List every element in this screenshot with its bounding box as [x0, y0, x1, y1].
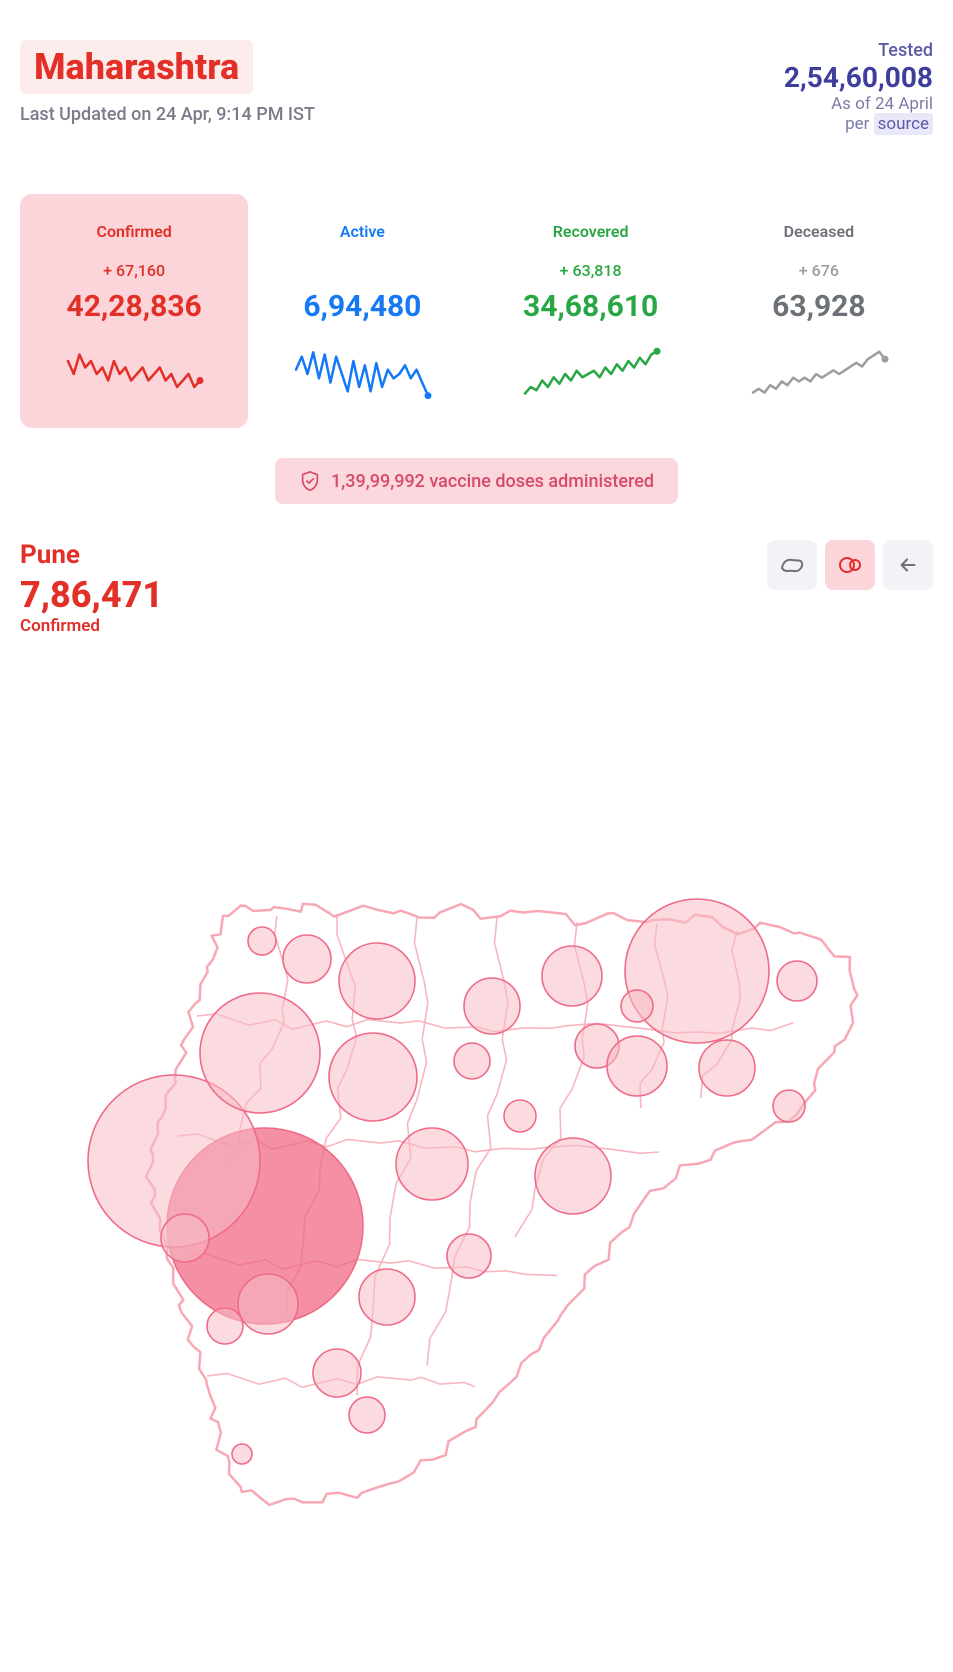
stat-card-deceased[interactable]: Deceased + 676 63,928	[705, 194, 933, 428]
bubble-toggle-button[interactable]	[825, 540, 875, 590]
tested-block: Tested 2,54,60,008 As of 24 April per so…	[784, 40, 933, 134]
district-bubble[interactable]	[607, 1036, 667, 1096]
last-updated: Last Updated on 24 Apr, 9:14 PM IST	[20, 104, 315, 125]
view-controls	[767, 540, 933, 590]
district-bubble[interactable]	[535, 1138, 611, 1214]
arrow-left-icon	[897, 554, 919, 576]
sparkline-confirmed	[64, 344, 204, 404]
district-bubble[interactable]	[396, 1128, 468, 1200]
source-link[interactable]: source	[874, 113, 933, 135]
tested-source-line: per source	[784, 114, 933, 134]
stat-label: Active	[256, 222, 468, 241]
district-metric: Confirmed	[20, 616, 163, 636]
district-bubble[interactable]	[349, 1397, 385, 1433]
district-bubble[interactable]	[359, 1269, 415, 1325]
stat-card-active[interactable]: Active 6,94,480	[248, 194, 476, 428]
stat-delta	[256, 261, 468, 281]
stats-row: Confirmed + 67,160 42,28,836 Active 6,94…	[20, 194, 933, 428]
sparkline-active	[292, 344, 432, 404]
district-bubble[interactable]	[621, 990, 653, 1022]
district-value: 7,86,471	[20, 576, 163, 616]
district-bubble[interactable]	[200, 993, 320, 1113]
state-map[interactable]	[77, 756, 877, 1556]
district-bubble[interactable]	[454, 1043, 490, 1079]
district-bubble[interactable]	[283, 935, 331, 983]
district-bubble[interactable]	[625, 899, 769, 1043]
stat-total: 34,68,610	[485, 289, 697, 324]
stat-delta: + 676	[713, 261, 925, 281]
district-bubble[interactable]	[232, 1444, 252, 1464]
tested-value: 2,54,60,008	[784, 61, 933, 94]
map-outline-icon	[779, 554, 805, 576]
district-bubble[interactable]	[207, 1308, 243, 1344]
tested-per-prefix: per	[845, 114, 874, 134]
stat-label: Confirmed	[28, 222, 240, 241]
stat-label: Deceased	[713, 222, 925, 241]
tested-asof: As of 24 April	[784, 94, 933, 114]
stat-total: 42,28,836	[28, 289, 240, 324]
choropleth-toggle-button[interactable]	[767, 540, 817, 590]
shield-check-icon	[299, 470, 321, 492]
stat-total: 6,94,480	[256, 289, 468, 324]
district-bubble[interactable]	[773, 1090, 805, 1122]
sparkline-recovered	[521, 344, 661, 404]
state-name: Maharashtra	[20, 40, 253, 94]
district-bubble[interactable]	[447, 1234, 491, 1278]
stat-delta: + 63,818	[485, 261, 697, 281]
bubbles-icon	[837, 554, 863, 576]
district-bubble[interactable]	[542, 946, 602, 1006]
stat-card-recovered[interactable]: Recovered + 63,818 34,68,610	[477, 194, 705, 428]
district-bubble[interactable]	[504, 1100, 536, 1132]
district-bubble[interactable]	[248, 927, 276, 955]
district-bubble[interactable]	[777, 961, 817, 1001]
sparkline-deceased	[749, 344, 889, 404]
vaccine-pill[interactable]: 1,39,99,992 vaccine doses administered	[275, 458, 678, 504]
back-button[interactable]	[883, 540, 933, 590]
district-bubble[interactable]	[339, 943, 415, 1019]
stat-delta: + 67,160	[28, 261, 240, 281]
stat-label: Recovered	[485, 222, 697, 241]
stat-total: 63,928	[713, 289, 925, 324]
vaccine-text: 1,39,99,992 vaccine doses administered	[331, 471, 654, 492]
district-bubble[interactable]	[464, 978, 520, 1034]
district-bubble[interactable]	[699, 1040, 755, 1096]
district-bubble[interactable]	[313, 1349, 361, 1397]
district-bubble[interactable]	[329, 1033, 417, 1121]
district-name: Pune	[20, 540, 163, 570]
stat-card-confirmed[interactable]: Confirmed + 67,160 42,28,836	[20, 194, 248, 428]
district-bubble[interactable]	[161, 1214, 209, 1262]
tested-label: Tested	[784, 40, 933, 61]
state-header: Maharashtra Last Updated on 24 Apr, 9:14…	[20, 40, 315, 125]
district-block: Pune 7,86,471 Confirmed	[20, 540, 163, 636]
district-bubble[interactable]	[238, 1274, 298, 1334]
